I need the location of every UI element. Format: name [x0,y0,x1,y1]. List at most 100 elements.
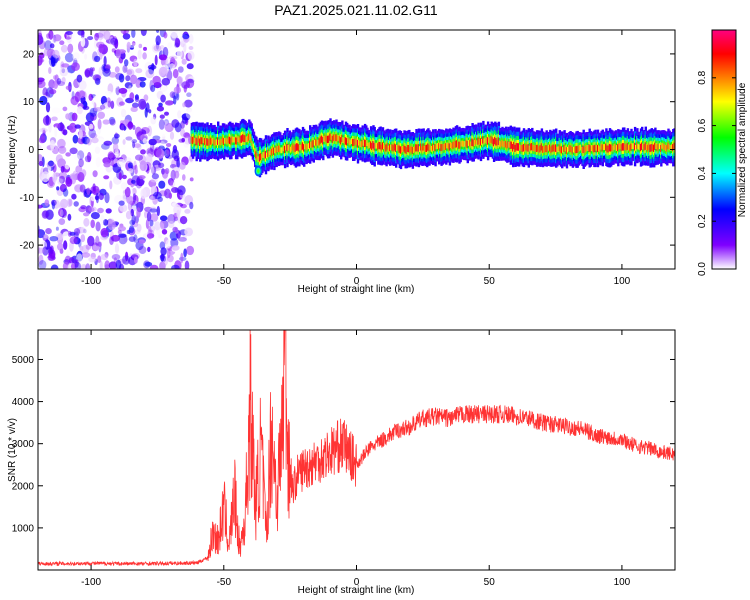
noise-speckle [164,111,169,116]
noise-speckle [117,158,126,168]
noise-speckle [103,30,111,41]
noise-speckle [97,111,105,120]
noise-speckle [163,122,172,131]
noise-speckle [156,205,160,217]
signal-band-cell [375,142,379,149]
noise-speckle [85,244,92,250]
noise-speckle [77,172,85,182]
noise-speckle [171,187,179,193]
noise-speckle [102,68,111,77]
noise-speckle [188,33,194,44]
noise-speckle [177,110,182,119]
noise-speckle [170,30,178,39]
snr-series-line [38,330,675,567]
signal-band-cell [320,135,324,143]
noise-speckle [145,69,155,79]
noise-speckle [134,164,138,175]
noise-speckle [43,48,51,57]
noise-speckle [172,226,178,233]
noise-speckle [182,102,186,108]
noise-speckle [158,54,168,61]
signal-band-cell [498,140,502,147]
noise-speckle [124,186,131,198]
signal-band-cell [391,144,394,151]
noise-speckle [151,63,155,71]
signal-band-cell [277,145,281,153]
noise-speckle [153,45,162,52]
noise-speckle [126,51,134,57]
noise-speckle [120,182,128,190]
noise-speckle [107,152,116,161]
noise-speckle [147,246,151,253]
signal-band-cell [412,146,416,153]
bottom-x-axis-label: Height of straight line (km) [298,585,415,596]
noise-speckle [182,234,187,240]
colorbar-tick-label: 0.8 [697,70,708,84]
signal-band-cell [504,140,508,148]
noise-speckle [72,52,80,61]
noise-speckle [64,162,70,170]
noise-speckle [88,128,96,139]
colorbar-frame [711,29,737,270]
noise-speckle [99,51,103,60]
noise-speckle [187,50,195,61]
noise-speckle [122,255,131,265]
noise-speckle [90,219,95,229]
top-y-axis-label: Frequency (Hz) [7,116,18,185]
noise-speckle [174,37,181,48]
signal-band-cell [443,143,447,150]
noise-speckle [80,234,86,243]
signal-band-cell [203,137,207,145]
colorbar-tick-label: 0.2 [697,214,708,228]
noise-speckle [75,165,83,173]
noise-speckle [161,168,165,175]
noise-speckle [155,148,165,159]
colorbar-tick-label: 0.4 [697,166,708,180]
bottom-y-axis-label: SNR (10 * v/v) [7,418,18,482]
noise-speckle [132,193,137,203]
noise-speckle [163,119,169,126]
noise-speckle [155,139,162,144]
noise-speckle [158,119,165,130]
noise-speckle [82,105,90,111]
noise-speckle [160,215,168,221]
noise-speckle [161,229,168,235]
noise-speckle [61,207,65,219]
noise-speckle [84,69,91,78]
y-tick-label: 5000 [12,355,35,366]
noise-speckle [92,244,100,251]
noise-speckle [60,165,65,173]
noise-speckle [158,234,162,239]
noise-speckle [158,102,163,108]
noise-speckle [47,165,52,173]
noise-speckle [78,129,83,139]
noise-speckle [58,218,66,226]
noise-speckle [94,32,100,41]
noise-speckle [120,108,127,118]
noise-speckle [60,209,64,217]
noise-speckle [91,67,95,72]
noise-speckle [122,174,127,180]
noise-speckle [38,154,43,163]
y-tick-label: -10 [20,193,35,204]
noise-speckle [174,42,180,48]
noise-speckle [80,264,88,269]
noise-speckle [167,42,173,49]
y-tick-label: -20 [20,241,35,252]
noise-speckle [86,187,91,195]
noise-speckle [125,75,131,82]
noise-speckle [53,34,62,42]
noise-speckle [135,154,143,161]
noise-speckle [165,57,171,69]
noise-speckle [138,43,143,49]
noise-speckle [123,237,128,243]
noise-speckle [94,146,101,154]
noise-speckle [45,228,52,235]
noise-speckle [185,108,194,119]
noise-speckle [41,171,50,183]
noise-speckle [112,80,119,89]
noise-speckle [49,43,55,49]
signal-band-cell [348,138,351,145]
noise-speckle [172,181,177,187]
noise-speckle [102,119,110,125]
